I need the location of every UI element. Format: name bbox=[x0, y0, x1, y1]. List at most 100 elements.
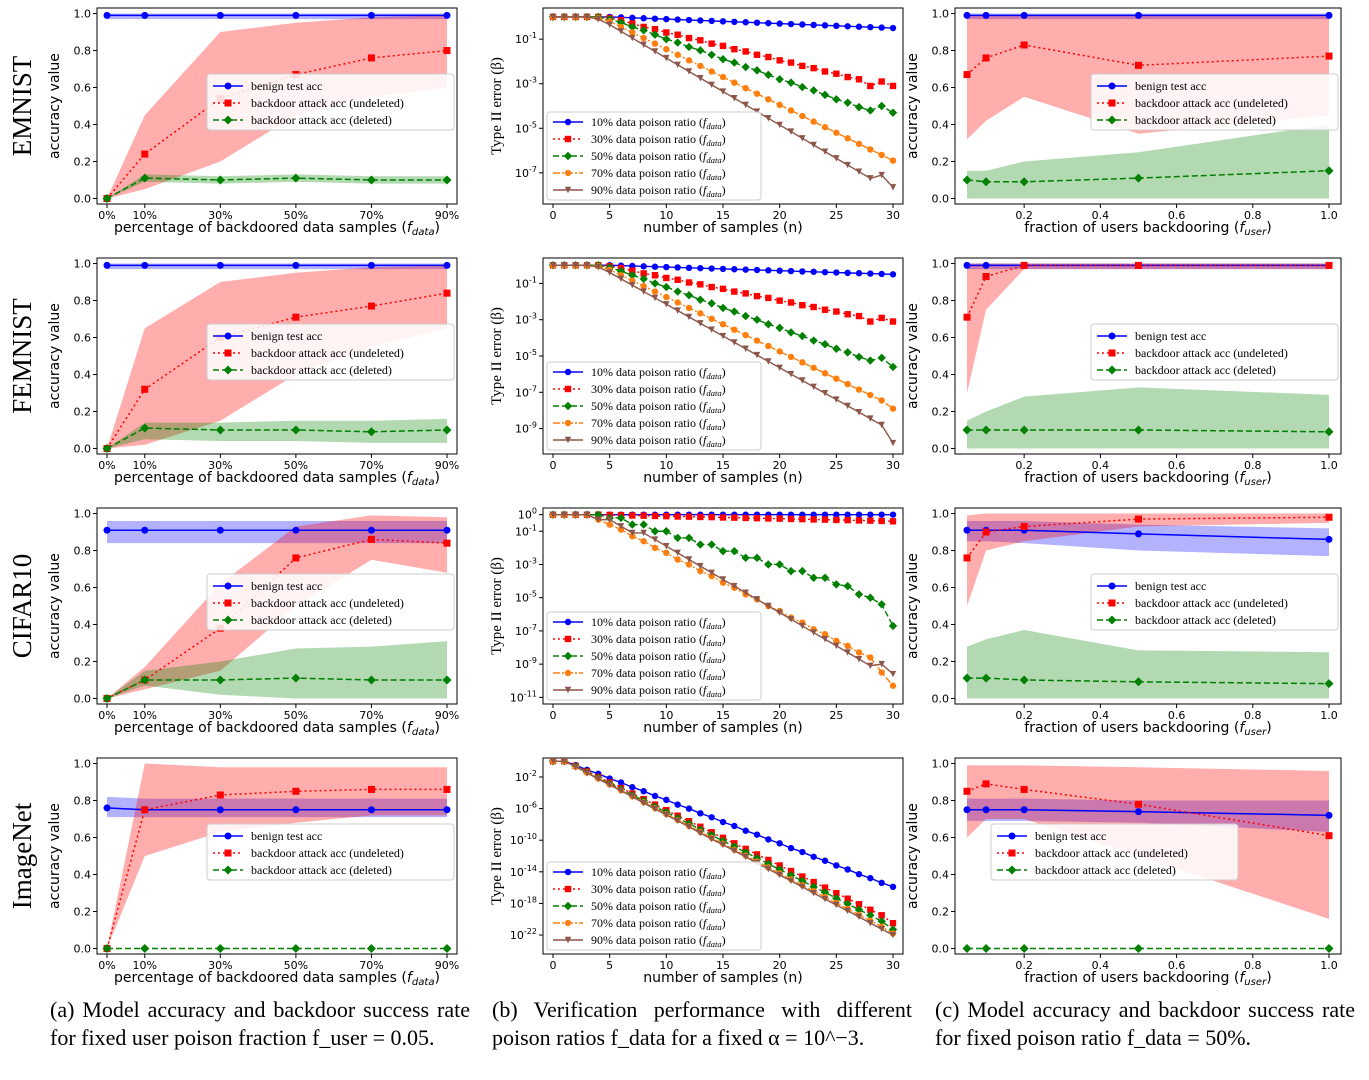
y-tick-label: 0.2 bbox=[932, 655, 950, 668]
data-point bbox=[216, 526, 224, 534]
data-point bbox=[718, 55, 728, 64]
data-point bbox=[674, 61, 681, 68]
data-point bbox=[731, 288, 738, 295]
data-point bbox=[753, 292, 761, 300]
y-tick-label: 1.0 bbox=[932, 758, 950, 771]
data-point bbox=[752, 66, 762, 75]
data-point bbox=[443, 806, 451, 814]
data-point bbox=[776, 57, 783, 64]
legend-box bbox=[546, 111, 762, 201]
data-point bbox=[855, 409, 863, 416]
data-point bbox=[442, 943, 452, 953]
data-point bbox=[141, 526, 149, 534]
data-point bbox=[719, 88, 727, 95]
data-point bbox=[878, 879, 885, 887]
legend-label: benign test acc bbox=[1135, 79, 1206, 93]
data-point bbox=[963, 554, 971, 562]
data-point bbox=[674, 513, 681, 520]
legend-marker bbox=[1008, 832, 1016, 840]
x-tick-label: 30 bbox=[886, 959, 900, 972]
legend-label: 70% data poison ratio (fdata) bbox=[591, 166, 726, 182]
data-point bbox=[1325, 52, 1333, 60]
data-point bbox=[617, 28, 625, 35]
data-point bbox=[855, 913, 863, 921]
y-tick-label: 0.4 bbox=[74, 868, 92, 881]
data-point bbox=[867, 919, 874, 927]
data-point bbox=[707, 50, 716, 59]
y-tick-label: 10-14 bbox=[510, 864, 537, 879]
data-point bbox=[102, 693, 112, 703]
data-point bbox=[843, 98, 852, 107]
legend-marker bbox=[563, 901, 573, 911]
y-axis-label: accuracy value bbox=[47, 303, 63, 409]
data-point bbox=[878, 24, 885, 31]
data-point bbox=[731, 326, 738, 333]
y-tick-label: 0.0 bbox=[932, 192, 950, 205]
data-point bbox=[833, 129, 840, 136]
data-point bbox=[820, 888, 830, 897]
data-point bbox=[787, 107, 795, 114]
data-point bbox=[833, 308, 840, 315]
confidence-band bbox=[967, 387, 1329, 449]
legend-label: backdoor attack acc (deleted) bbox=[251, 363, 392, 377]
legend-label: 10% data poison ratio (fdata) bbox=[591, 365, 726, 381]
data-point bbox=[292, 261, 300, 269]
data-point bbox=[697, 264, 704, 272]
y-tick-label: 10-10 bbox=[510, 832, 537, 847]
data-point bbox=[216, 806, 224, 814]
data-point bbox=[833, 70, 840, 77]
x-tick-label: 0.6 bbox=[1168, 709, 1186, 722]
data-point bbox=[651, 294, 659, 302]
y-axis-label: accuracy value bbox=[47, 53, 63, 159]
plot-frame bbox=[954, 7, 1342, 205]
data-point bbox=[651, 272, 659, 279]
data-point bbox=[844, 73, 851, 81]
data-point bbox=[685, 561, 693, 568]
data-point bbox=[291, 673, 301, 683]
data-point bbox=[140, 173, 150, 183]
row-label-emnist: EMNIST bbox=[7, 55, 37, 156]
data-point bbox=[889, 670, 897, 678]
data-point bbox=[366, 675, 376, 685]
y-tick-label: 0.8 bbox=[932, 45, 950, 58]
plot-frame bbox=[96, 757, 458, 955]
data-point bbox=[708, 81, 715, 89]
data-point bbox=[640, 34, 647, 42]
data-point bbox=[1325, 11, 1333, 19]
data-point bbox=[962, 175, 972, 185]
legend-label: backdoor attack acc (undeleted) bbox=[251, 846, 404, 860]
x-tick-label: 15 bbox=[716, 209, 730, 222]
data-point bbox=[798, 876, 807, 886]
legend-label: 90% data poison ratio (fdata) bbox=[591, 183, 726, 199]
data-point bbox=[764, 70, 773, 80]
data-point bbox=[764, 560, 773, 569]
data-point bbox=[629, 267, 636, 274]
data-point bbox=[742, 84, 749, 92]
data-point bbox=[1325, 811, 1333, 819]
y-tick-label: 10-3 bbox=[515, 76, 537, 91]
y-tick-label: 10-5 bbox=[515, 348, 537, 363]
legend-marker bbox=[564, 118, 572, 126]
data-point bbox=[889, 518, 897, 525]
caption-b: (b) Verification performance with differ… bbox=[492, 997, 912, 1050]
data-point bbox=[719, 514, 727, 521]
legend-label: 70% data poison ratio (fdata) bbox=[591, 666, 726, 682]
y-tick-label: 0.0 bbox=[74, 442, 92, 455]
y-tick-label: 0.4 bbox=[932, 618, 950, 631]
data-point bbox=[855, 870, 863, 878]
data-point bbox=[442, 675, 452, 685]
x-axis-label: number of samples (n) bbox=[643, 470, 802, 486]
data-point bbox=[719, 321, 727, 328]
data-point bbox=[866, 356, 875, 365]
data-point bbox=[102, 193, 112, 203]
x-tick-label: 0 bbox=[550, 209, 557, 222]
data-point bbox=[867, 662, 874, 669]
x-tick-label: 0.4 bbox=[1092, 959, 1110, 972]
x-tick-label: 0 bbox=[550, 959, 557, 972]
data-point bbox=[786, 328, 796, 337]
data-point bbox=[787, 867, 795, 875]
data-point bbox=[684, 42, 694, 52]
x-axis-label: percentage of backdoored data samples (f… bbox=[114, 970, 440, 988]
data-point bbox=[685, 313, 693, 321]
x-tick-label: 50% bbox=[284, 209, 308, 222]
